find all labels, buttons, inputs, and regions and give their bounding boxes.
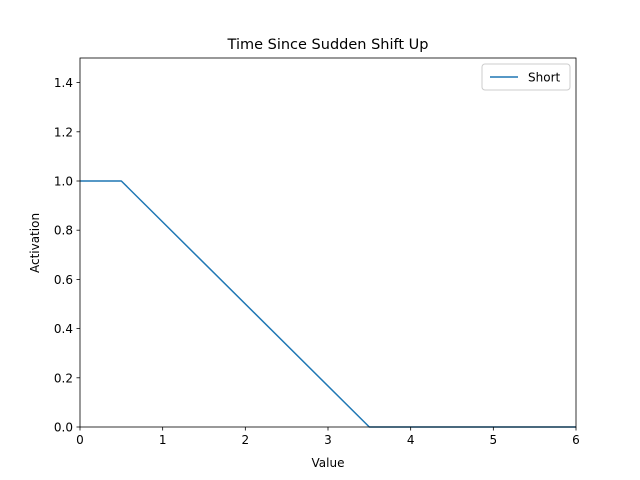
y-tick-label: 0.4 — [54, 322, 73, 336]
x-axis-label: Value — [312, 456, 345, 470]
x-tick-label: 0 — [76, 433, 84, 447]
x-tick-label: 1 — [159, 433, 167, 447]
y-tick-label: 0.6 — [54, 273, 73, 287]
axes-frame — [79, 57, 577, 428]
y-tick-label: 1.2 — [54, 125, 73, 139]
legend: Short — [481, 63, 571, 91]
y-axis-label: Activation — [28, 213, 42, 273]
legend-label: Short — [528, 71, 560, 85]
x-tick-label: 6 — [572, 433, 580, 447]
x-tick-label: 3 — [324, 433, 332, 447]
x-tick-label: 4 — [407, 433, 415, 447]
series-line-0 — [80, 180, 576, 428]
y-tick-label: 0.8 — [54, 224, 73, 238]
y-tick-label: 0.0 — [54, 421, 73, 435]
y-tick-label: 1.0 — [54, 175, 73, 189]
x-tick-label: 5 — [490, 433, 498, 447]
y-tick-label: 1.4 — [54, 76, 73, 90]
x-tick-label: 2 — [242, 433, 250, 447]
legend-box — [481, 63, 571, 91]
plot-area: 0 1 2 3 4 5 6 0.0 0.2 0.4 0.6 0.8 1.0 1.2 1.4 — [54, 57, 580, 447]
chart-title: Time Since Sudden Shift Up — [227, 37, 429, 53]
y-tick-label: 0.2 — [54, 371, 73, 385]
